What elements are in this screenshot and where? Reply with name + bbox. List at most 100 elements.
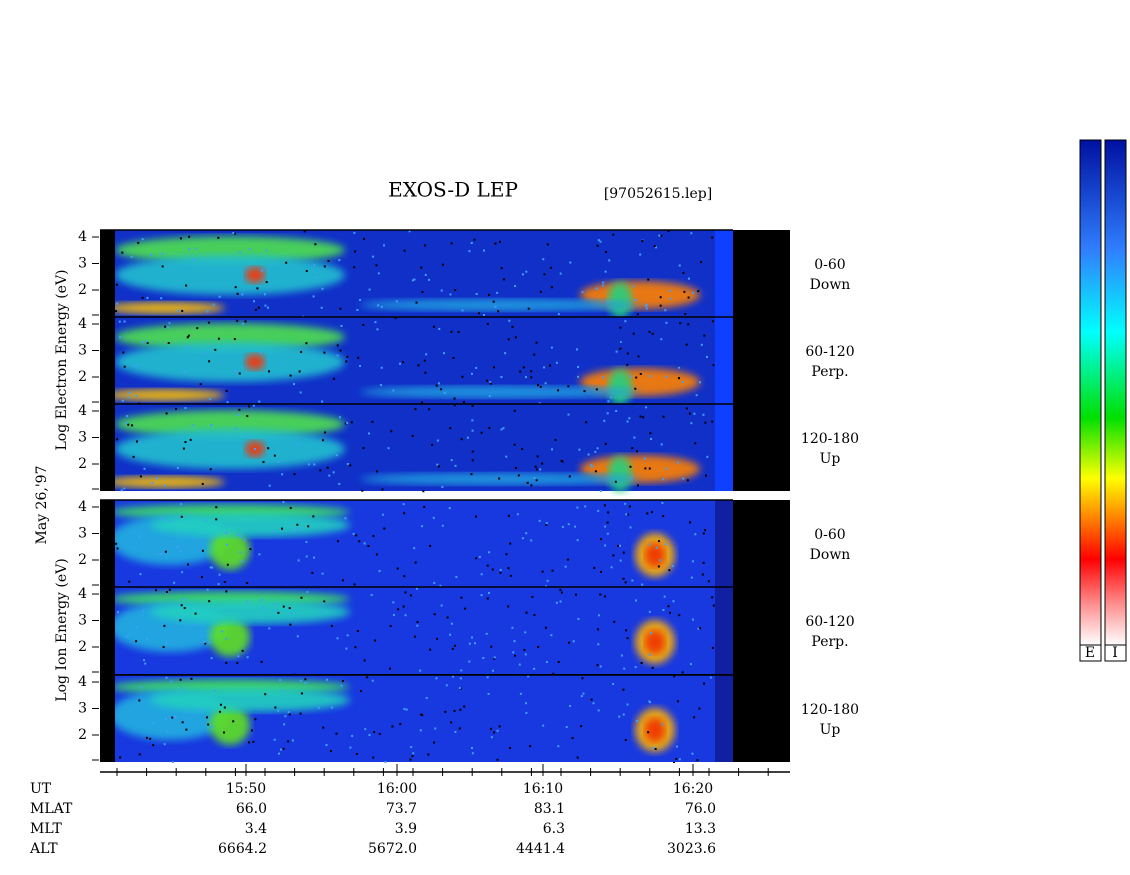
noise — [238, 408, 241, 411]
noise — [471, 450, 474, 453]
time-tick-label: 16:20 — [673, 781, 713, 797]
noise — [299, 391, 302, 394]
noise — [482, 657, 485, 660]
y-tick-label: 2 — [78, 727, 87, 743]
ephemeris-value: 83.1 — [534, 801, 565, 817]
noise — [490, 736, 493, 739]
noise — [411, 755, 414, 758]
panel-edge — [715, 587, 733, 674]
noise — [438, 327, 441, 330]
noise — [421, 401, 424, 404]
noise — [299, 712, 302, 715]
noise — [246, 656, 249, 659]
noise — [668, 569, 671, 572]
noise — [341, 579, 344, 582]
noise — [596, 664, 599, 667]
y-tick-label: 4 — [78, 586, 87, 602]
noise — [667, 230, 670, 233]
noise — [690, 232, 693, 235]
noise — [507, 514, 510, 517]
noise — [470, 372, 473, 375]
noise — [138, 753, 141, 756]
noise — [260, 660, 263, 663]
noise — [519, 370, 522, 373]
noise — [239, 551, 242, 554]
noise — [141, 296, 144, 299]
noise — [583, 390, 586, 393]
noise — [645, 303, 648, 306]
noise — [166, 730, 169, 733]
noise — [428, 408, 431, 411]
noise — [508, 319, 511, 322]
y-tick-label: 4 — [78, 316, 87, 332]
noise — [576, 756, 579, 759]
noise — [159, 553, 162, 556]
noise — [577, 375, 580, 378]
noise — [292, 529, 295, 532]
noise — [375, 264, 378, 267]
noise — [618, 544, 621, 547]
noise — [542, 258, 545, 261]
noise — [587, 453, 590, 456]
noise — [191, 424, 194, 427]
noise — [378, 732, 381, 735]
noise — [363, 542, 366, 545]
spectral-feature — [360, 299, 640, 311]
noise — [344, 517, 347, 520]
noise — [696, 759, 699, 762]
noise — [421, 290, 424, 293]
noise — [149, 737, 152, 740]
noise — [236, 292, 239, 295]
noise — [367, 544, 370, 547]
noise — [530, 484, 533, 487]
noise — [652, 746, 655, 749]
noise — [190, 677, 193, 680]
noise — [676, 700, 679, 703]
noise — [641, 583, 644, 586]
noise — [685, 343, 688, 346]
noise — [446, 616, 449, 619]
noise — [527, 307, 530, 310]
noise — [597, 239, 600, 242]
noise — [277, 709, 280, 712]
noise — [375, 553, 378, 556]
noise — [236, 414, 239, 417]
noise — [380, 366, 383, 369]
noise — [440, 388, 443, 391]
noise — [328, 474, 331, 477]
noise — [614, 480, 617, 483]
noise — [340, 684, 343, 687]
noise — [692, 291, 695, 294]
noise — [654, 748, 657, 751]
noise — [602, 376, 605, 379]
noise — [523, 648, 526, 651]
spectral-feature — [150, 600, 350, 624]
noise — [116, 438, 119, 441]
noise — [620, 654, 623, 657]
noise — [345, 360, 348, 363]
noise — [639, 373, 642, 376]
noise — [253, 300, 256, 303]
noise — [488, 551, 491, 554]
noise — [649, 432, 652, 435]
noise — [424, 273, 427, 276]
noise — [480, 431, 483, 434]
noise — [388, 667, 391, 670]
noise — [584, 505, 587, 508]
noise — [264, 693, 267, 696]
noise — [135, 394, 138, 397]
noise — [125, 422, 128, 425]
y-tick-label: 2 — [78, 639, 87, 655]
noise — [492, 300, 495, 303]
noise — [383, 527, 386, 530]
spectral-feature — [245, 267, 265, 283]
noise — [471, 404, 474, 407]
noise — [471, 752, 474, 755]
noise — [457, 331, 460, 334]
ephemeris-label: ALT — [29, 841, 58, 857]
panel-direction: Perp. — [811, 364, 848, 380]
noise — [356, 309, 359, 312]
noise — [511, 325, 514, 328]
panel-angle: 120-180 — [801, 702, 859, 718]
spectral-feature — [210, 705, 250, 745]
